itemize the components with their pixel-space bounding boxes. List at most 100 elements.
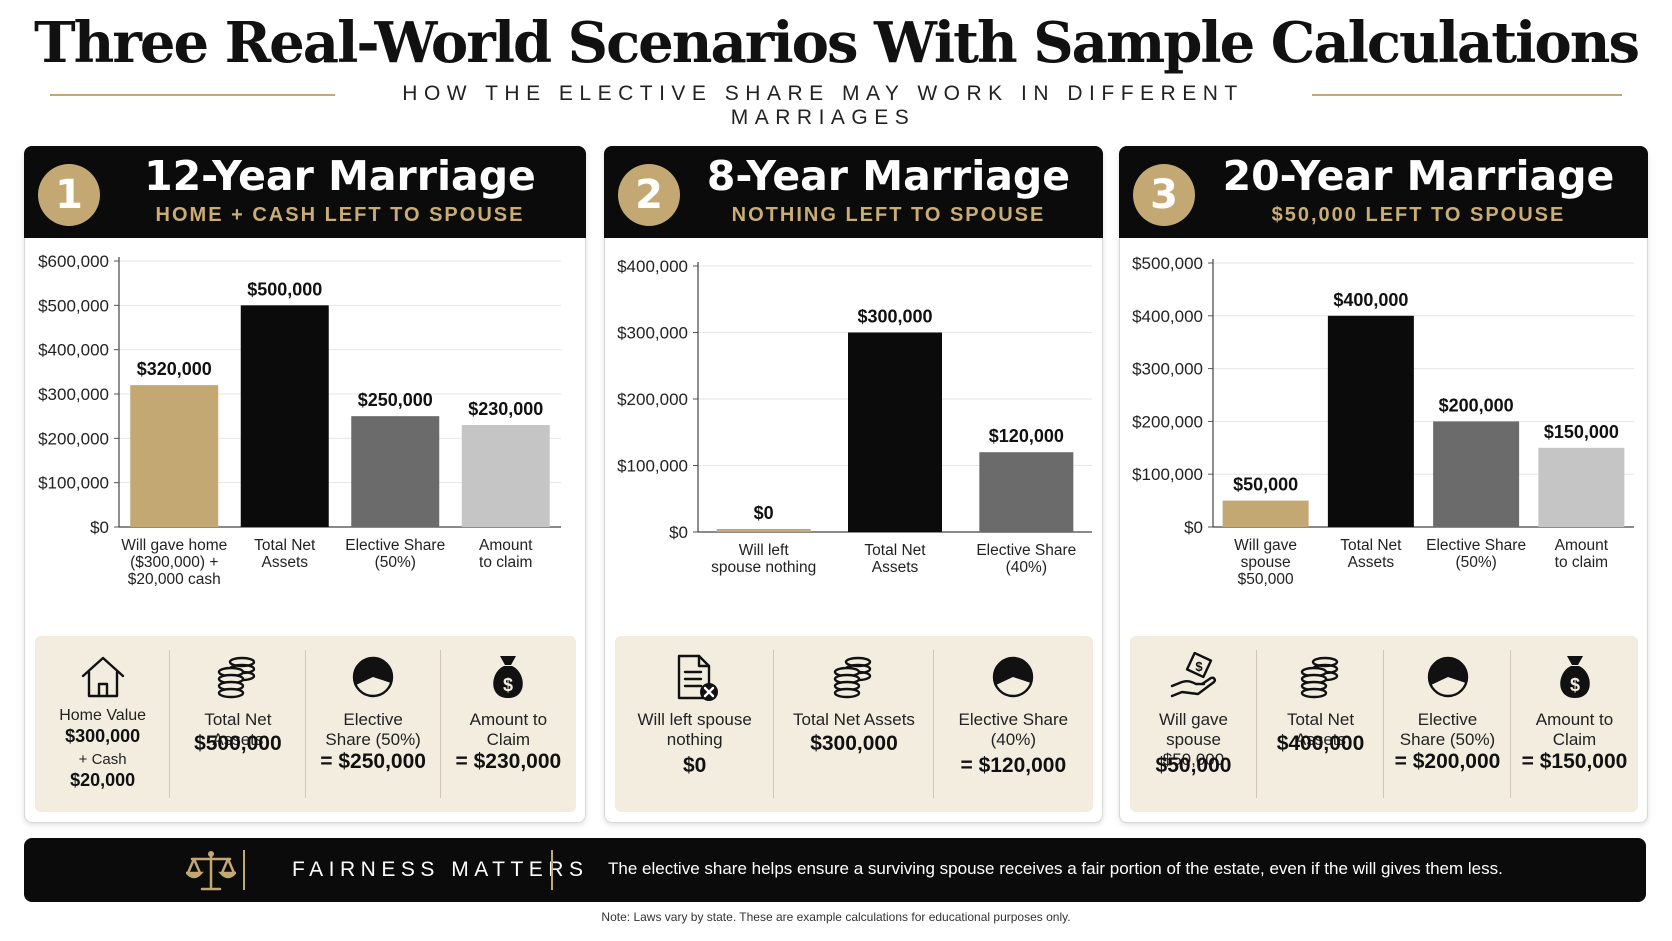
scenario-title: 12-Year Marriage	[144, 152, 536, 200]
svg-text:$: $	[1569, 675, 1579, 695]
document-x-icon	[677, 654, 718, 701]
y-tick-label: $500,000	[1132, 254, 1203, 273]
svg-text:$: $	[503, 675, 513, 695]
x-category-label: Amount to claim	[479, 537, 533, 571]
footer-text: The elective share helps ensure a surviv…	[608, 859, 1503, 878]
x-category-label: Will gave home ($300,000) + $20,000 cash	[121, 537, 227, 588]
info-icon-wrap: $	[1168, 651, 1220, 707]
info-value: $500,000	[194, 732, 282, 755]
scales-icon	[186, 851, 236, 891]
x-category-label: Amount to claim	[1555, 537, 1609, 571]
scenario-title: 8-Year Marriage	[706, 152, 1071, 200]
bar-chart-12-year: $0 $100,000 $200,000 $300,000 $400,000 $500,0…	[38, 252, 561, 588]
info-divider	[1510, 650, 1511, 798]
coins-icon	[833, 656, 872, 699]
y-tick-label: $300,000	[38, 385, 109, 404]
info-label: Home Value	[59, 707, 147, 724]
info-label: Amount to Claim	[1535, 710, 1614, 749]
y-tick-label: $0	[90, 518, 109, 537]
info-divider	[439, 650, 441, 798]
y-tick-label: $200,000	[617, 390, 688, 409]
info-value: = $250,000	[320, 750, 426, 773]
info-icon-wrap	[828, 652, 880, 707]
pie-icon	[993, 656, 1034, 698]
bar	[1327, 315, 1414, 527]
bar	[848, 332, 942, 532]
x-category-label: Will left spouse nothing	[711, 542, 816, 576]
info-icon-wrap	[1295, 652, 1347, 707]
scenario-subtitle: HOME + CASH LEFT TO SPOUSE	[155, 204, 525, 226]
bar	[351, 416, 440, 527]
scenario-number-badge: 2	[618, 164, 680, 226]
info-icon-wrap	[669, 652, 721, 707]
info-label: Elective Share (50%)	[325, 710, 421, 749]
info-icon-wrap	[77, 652, 129, 707]
bar	[716, 529, 811, 532]
page-subtitle: HOW THE ELECTIVE SHARE MAY WORK IN DIFFE…	[402, 82, 1244, 129]
y-tick-label: $500,000	[38, 296, 109, 315]
info-cell: Will left spouse nothing $0	[615, 636, 775, 812]
info-cell: Total Net Assets $300,000	[774, 636, 934, 812]
coins-icon	[217, 656, 256, 699]
info-value: $50,000	[1155, 754, 1232, 777]
info-label: Elective Share (50%)	[1399, 710, 1496, 749]
y-tick-label: $300,000	[1132, 360, 1203, 379]
disclaimer-note: Note: Laws vary by state. These are exam…	[601, 910, 1071, 924]
y-tick-label: $400,000	[617, 257, 688, 276]
info-summary-box: Will left spouse nothing $0 Total Net Asse…	[615, 636, 1093, 812]
info-label: Total Net Assets	[1286, 710, 1355, 749]
panel-header: 1 12-Year Marriage HOME + CASH LEFT TO S…	[24, 146, 586, 238]
info-divider	[1383, 650, 1384, 798]
bar-value-label: $50,000	[1233, 475, 1298, 495]
scenario-panel-1: 1 12-Year Marriage HOME + CASH LEFT TO S…	[24, 146, 586, 823]
bar	[1538, 447, 1625, 527]
y-tick-label: $0	[669, 523, 688, 542]
svg-text:$: $	[1195, 659, 1203, 674]
bar	[1222, 500, 1309, 527]
x-category-label: Elective Share (50%)	[1426, 537, 1526, 571]
scenario-title: 20-Year Marriage	[1222, 152, 1615, 200]
info-value-secondary: $20,000	[70, 770, 136, 790]
info-label: Total Net Assets	[793, 710, 915, 729]
info-label: Total Net Assets	[204, 710, 272, 749]
page-title: Three Real-World Scenarios With Sample C…	[33, 10, 1640, 76]
info-divider	[304, 650, 306, 798]
bar	[240, 305, 329, 527]
bar	[979, 452, 1074, 532]
info-label: Will gave spouse $50,000	[1159, 710, 1228, 769]
info-cell: $ Amount to Claim = $230,000	[441, 636, 576, 812]
x-category-label: Will gave spouse $50,000	[1234, 537, 1297, 588]
y-tick-label: $600,000	[38, 252, 109, 271]
scenario-panel-3: 3 20-Year Marriage $50,000 LEFT TO SPOUS…	[1119, 146, 1648, 823]
info-label-secondary: + Cash	[78, 751, 127, 768]
info-summary-box: Home Value $300,000 + Cash $20,000 Total Net…	[35, 636, 576, 812]
scenario-number-badge: 3	[1133, 164, 1195, 226]
info-summary-box: $ Will gave spouse $50,000 $50,000 Total Ne…	[1130, 636, 1638, 812]
info-value: $300,000	[65, 726, 141, 746]
info-divider	[773, 650, 775, 798]
bar-value-label: $320,000	[137, 359, 212, 379]
y-tick-label: $100,000	[617, 457, 688, 476]
footer-separator	[551, 850, 553, 890]
bar-value-label: $200,000	[1439, 395, 1514, 415]
y-tick-label: $100,000	[38, 474, 109, 493]
bar-value-label: $500,000	[247, 279, 322, 299]
bar-chart-20-year: $0 $100,000 $200,000 $300,000 $400,000 $500,0…	[1132, 254, 1634, 588]
panel-header: 2 8-Year Marriage NOTHING LEFT TO SPOUSE	[604, 146, 1103, 238]
info-cell: Elective Share (40%) = $120,000	[934, 636, 1093, 812]
x-category-label: Total Net Assets	[1340, 537, 1402, 571]
info-cell: Total Net Assets $500,000	[170, 636, 306, 812]
info-value: = $200,000	[1394, 750, 1501, 773]
info-value: $0	[682, 754, 707, 777]
info-divider	[1256, 650, 1257, 798]
info-icon-wrap: $	[1549, 652, 1601, 707]
pie-icon	[1427, 656, 1468, 698]
subtitle-row: HOW THE ELECTIVE SHARE MAY WORK IN DIFFE…	[0, 82, 1672, 129]
coins-icon	[1300, 656, 1338, 699]
info-value: $300,000	[810, 732, 898, 755]
bar-value-label: $150,000	[1544, 422, 1619, 442]
y-tick-label: $200,000	[38, 429, 109, 448]
x-category-label: Elective Share (50%)	[345, 537, 445, 571]
info-label: Will left spouse nothing	[637, 710, 752, 749]
bar-value-label: $400,000	[1333, 290, 1408, 310]
